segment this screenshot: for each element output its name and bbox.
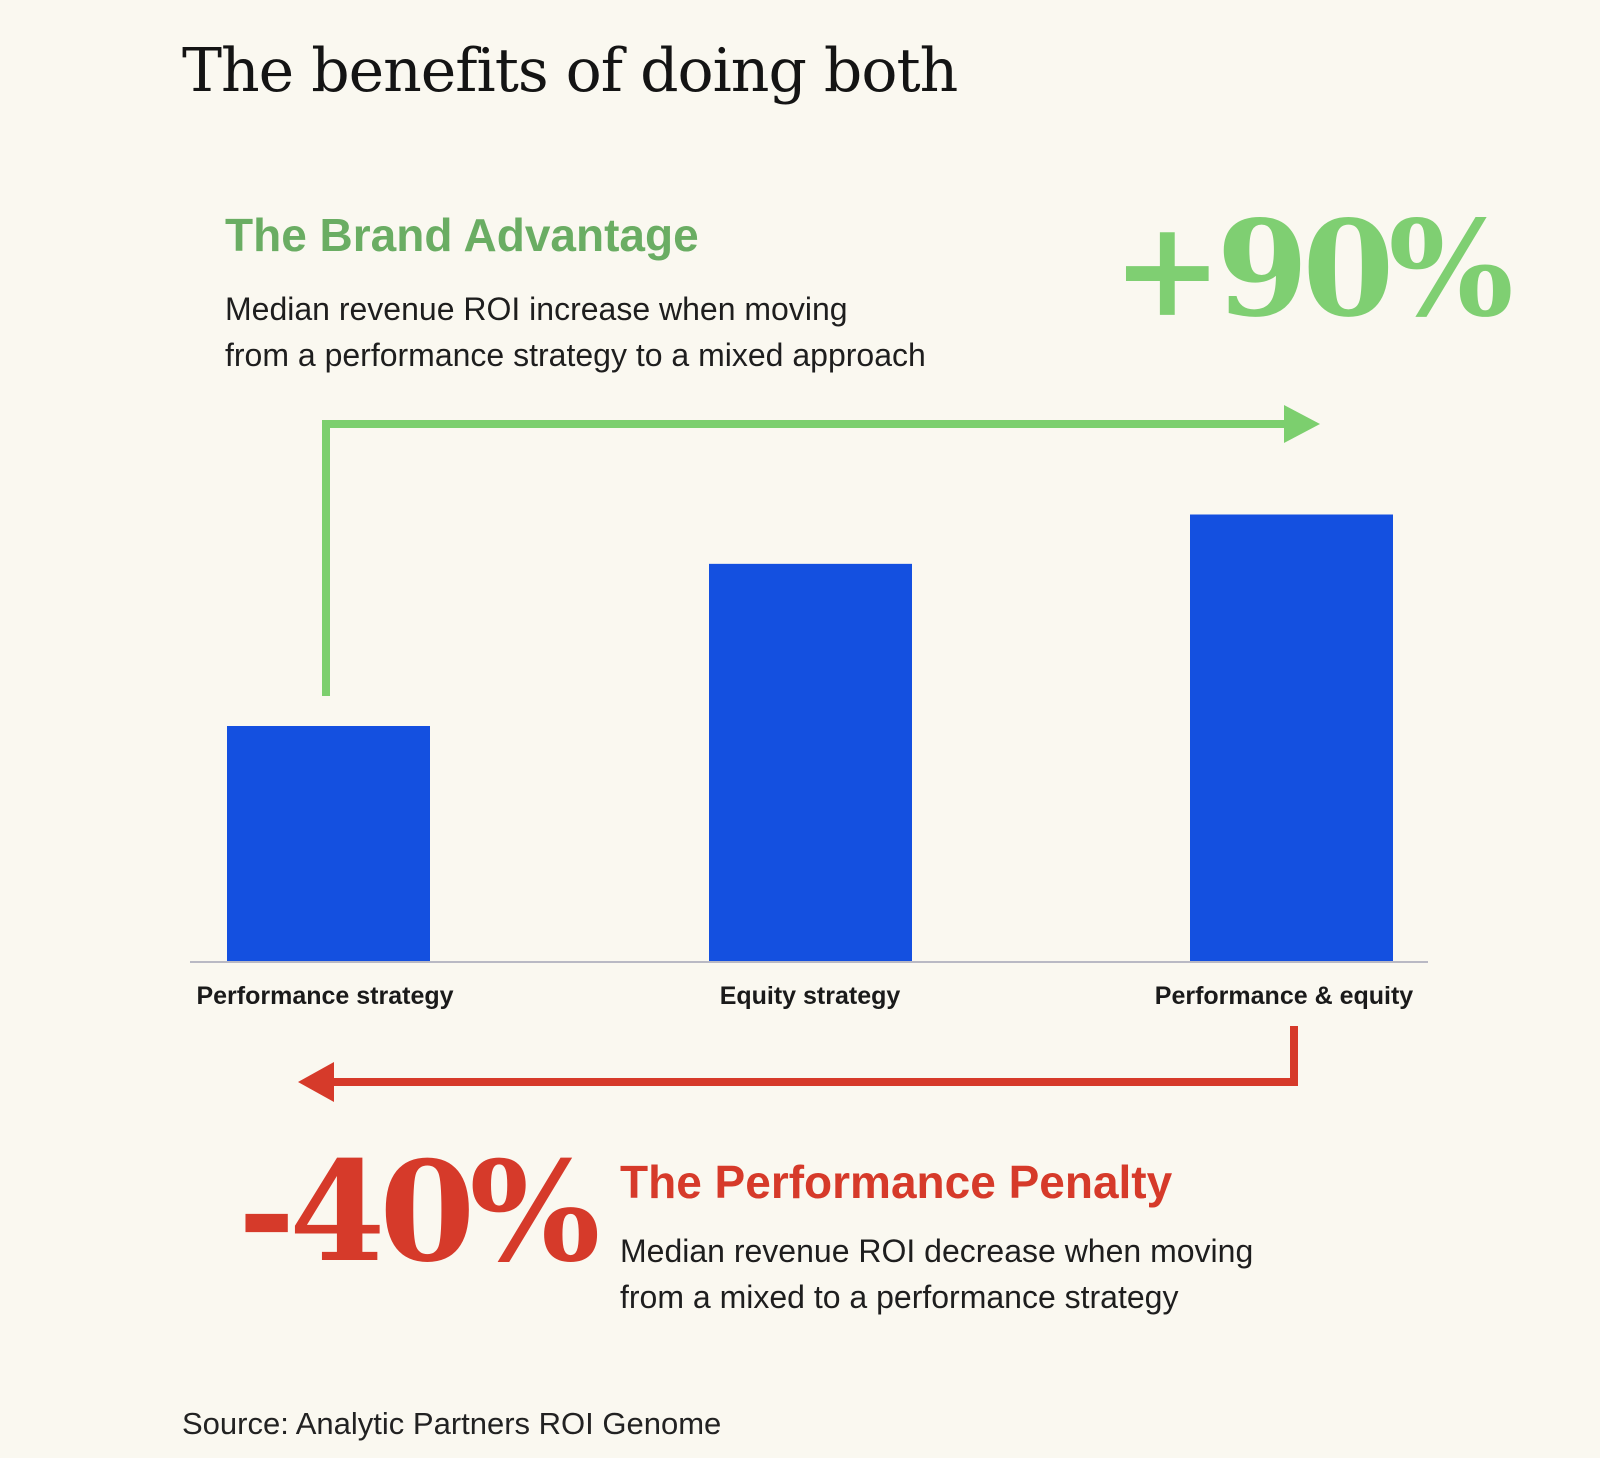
- brand-advantage-arrow: [322, 405, 1320, 696]
- brand-advantage-arrow-line: [322, 420, 1290, 696]
- performance-penalty-desc-line-2: from a mixed to a performance strategy: [620, 1279, 1179, 1315]
- performance-penalty-heading: The Performance Penalty: [620, 1156, 1173, 1208]
- page-title: The benefits of doing both: [182, 36, 958, 106]
- x-tick-labels: Performance strategy Equity strategy Perfo…: [196, 982, 1413, 1010]
- bar-performance-strategy: [227, 726, 430, 961]
- performance-penalty-arrow: [298, 1026, 1298, 1102]
- brand-advantage-value: +90%: [1112, 192, 1514, 347]
- arrow-right-icon: [1284, 405, 1320, 443]
- x-tick-label: Performance & equity: [1155, 982, 1414, 1010]
- performance-penalty-value: -40%: [238, 1130, 600, 1293]
- brand-advantage-desc-line-1: Median revenue ROI increase when moving: [225, 291, 848, 327]
- bar-performance-equity: [1190, 514, 1393, 961]
- performance-penalty-desc-line-1: Median revenue ROI decrease when moving: [620, 1233, 1254, 1269]
- x-tick-label: Equity strategy: [720, 982, 901, 1010]
- brand-advantage-description: Median revenue ROI increase when moving …: [225, 286, 926, 378]
- x-tick-label: Performance strategy: [196, 982, 453, 1010]
- source-note: Source: Analytic Partners ROI Genome: [182, 1406, 722, 1441]
- arrow-left-icon: [298, 1062, 334, 1102]
- bar-equity-strategy: [709, 563, 912, 961]
- performance-penalty-description: Median revenue ROI decrease when moving …: [620, 1228, 1253, 1320]
- performance-penalty-arrow-line: [332, 1026, 1298, 1086]
- brand-advantage-desc-line-2: from a performance strategy to a mixed a…: [225, 337, 926, 373]
- brand-advantage-heading: The Brand Advantage: [225, 209, 699, 261]
- bars-group: [227, 514, 1393, 961]
